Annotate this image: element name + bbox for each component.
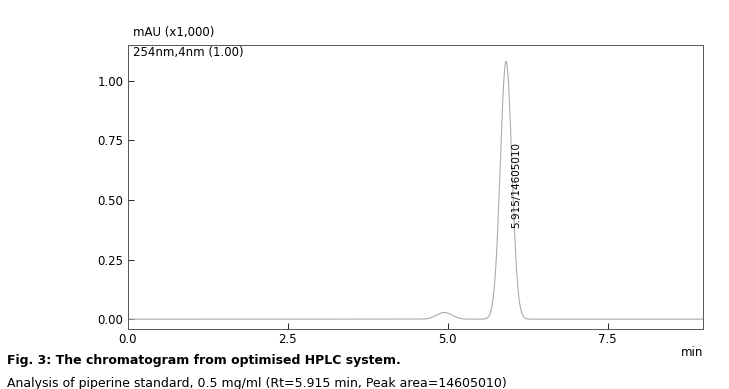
Text: min: min — [681, 346, 703, 359]
Text: Fig. 3: The chromatogram from optimised HPLC system.: Fig. 3: The chromatogram from optimised … — [7, 354, 401, 367]
Text: Analysis of piperine standard, 0.5 mg/ml (Rt=5.915 min, Peak area=14605010): Analysis of piperine standard, 0.5 mg/ml… — [7, 377, 507, 389]
Text: 5.915/14605010: 5.915/14605010 — [511, 142, 521, 228]
Text: mAU (x1,000): mAU (x1,000) — [133, 26, 215, 39]
Text: 254nm,4nm (1.00): 254nm,4nm (1.00) — [133, 46, 244, 59]
